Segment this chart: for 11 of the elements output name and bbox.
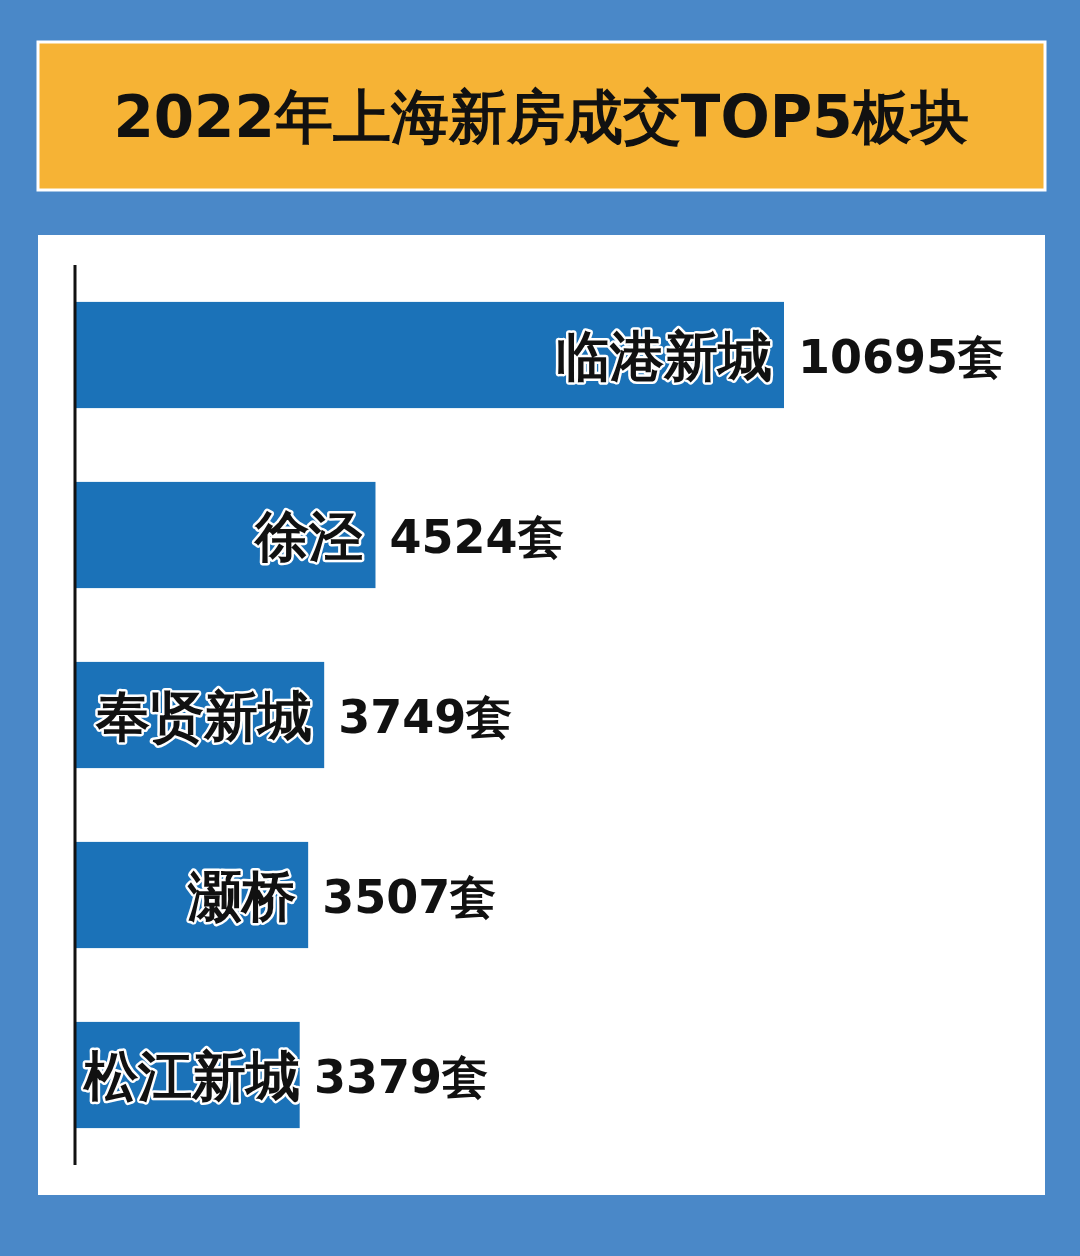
- y-tick-label: 松江新城: [82, 1045, 300, 1108]
- chart-title: 2022年上海新房成交TOP5板块: [113, 83, 969, 151]
- y-tick-label: 奉贤新城: [95, 685, 313, 748]
- y-tick-label: 临港新城: [556, 325, 772, 388]
- data-label: 3749套: [338, 690, 513, 744]
- data-label: 3507套: [322, 870, 497, 924]
- y-tick-label: 徐泾: [253, 505, 364, 568]
- data-label: 10695套: [798, 330, 1005, 384]
- y-tick-label: 灏桥: [187, 865, 297, 928]
- data-label: 3379套: [314, 1050, 489, 1104]
- data-label: 4524套: [389, 510, 564, 564]
